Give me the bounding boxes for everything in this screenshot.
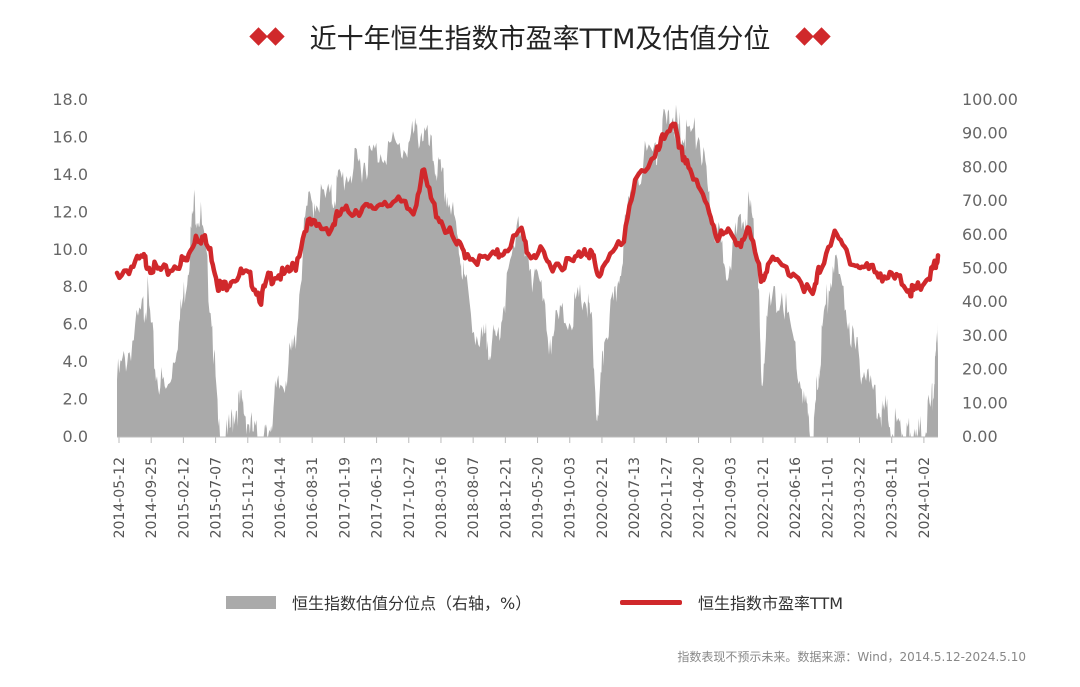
left-axis-tick-label: 12.0 (52, 202, 88, 221)
x-axis-tick-label: 2021-09-03 (724, 457, 740, 538)
right-axis-tick-label: 10.00 (962, 393, 1008, 412)
x-axis-tick-label: 2024-01-02 (917, 457, 933, 538)
legend-area-swatch (226, 595, 276, 609)
right-axis-tick-label: 20.00 (962, 360, 1008, 379)
legend-item-pe: 恒生指数市盈率TTM (620, 590, 843, 614)
x-axis-tick-label: 2022-11-01 (820, 457, 836, 538)
right-y-axis: 0.00 10.00 20.00 30.00 40.00 50.00 60.00 70.00 8… (962, 90, 1018, 446)
right-axis-tick-label: 100.00 (962, 90, 1018, 109)
source-footnote: 指数表现不预示未来。数据来源：Wind，2014.5.12-2024.5.10 (677, 650, 1026, 664)
x-axis-tick-label: 2019-10-03 (563, 457, 579, 538)
x-axis-tick-label: 2021-04-20 (692, 457, 708, 538)
right-axis-tick-label: 50.00 (962, 259, 1008, 278)
left-axis-tick-label: 16.0 (52, 127, 88, 146)
left-axis-tick-label: 6.0 (63, 315, 88, 334)
x-axis-tick-label: 2020-11-27 (659, 457, 675, 538)
percentile-area (117, 104, 938, 437)
left-axis-tick-label: 14.0 (52, 165, 88, 184)
x-axis-tick-label: 2023-03-22 (853, 457, 869, 538)
legend-line-swatch (620, 599, 682, 605)
pe-line-layer (114, 121, 941, 307)
x-axis-tick-label: 2023-08-11 (885, 457, 901, 538)
x-axis-tick-label: 2017-06-13 (370, 457, 386, 538)
x-axis: 2014-05-12 2014-09-25 2015-02-12 2015-07-07… (112, 436, 938, 538)
chart-title: 近十年恒生指数市盈率TTM及估值分位 (309, 23, 771, 55)
x-axis-tick-label: 2015-11-23 (241, 457, 257, 538)
x-axis-tick-label: 2016-04-14 (273, 457, 289, 538)
percentile-area-layer (117, 104, 938, 437)
legend-label-percentile: 恒生指数估值分位点（右轴，%） (292, 594, 532, 613)
x-axis-tick-label: 2017-01-19 (337, 457, 353, 538)
left-axis-tick-label: 0.0 (63, 427, 88, 446)
x-axis-tick-label: 2019-05-20 (531, 457, 547, 538)
left-axis-tick-label: 4.0 (63, 352, 88, 371)
left-axis-tick-label: 8.0 (63, 277, 88, 296)
x-axis-tick-label: 2016-08-31 (305, 457, 321, 538)
legend: 恒生指数估值分位点（右轴，%） 恒生指数市盈率TTM (0, 590, 1080, 620)
left-y-axis: 0.0 2.0 4.0 6.0 8.0 10.0 12.0 14.0 16.0 18.0 (52, 90, 88, 446)
right-axis-tick-label: 0.00 (962, 427, 998, 446)
right-axis-tick-label: 80.00 (962, 157, 1008, 176)
left-axis-tick-label: 10.0 (52, 240, 88, 259)
pe-valuation-chart: 0.0 2.0 4.0 6.0 8.0 10.0 12.0 14.0 16.0 18.0 0.00… (52, 90, 1018, 538)
left-axis-tick-label: 18.0 (52, 90, 88, 109)
x-axis-tick-label: 2018-08-07 (466, 457, 482, 538)
x-axis-tick-label: 2015-07-07 (209, 457, 225, 538)
left-axis-tick-label: 2.0 (63, 390, 88, 409)
right-axis-tick-label: 70.00 (962, 191, 1008, 210)
x-axis-tick-label: 2018-12-21 (498, 457, 514, 538)
legend-label-pe: 恒生指数市盈率TTM (698, 594, 844, 613)
x-axis-tick-label: 2015-02-12 (176, 457, 192, 538)
x-axis-tick-label: 2018-03-16 (434, 457, 450, 538)
x-axis-tick-label: 2022-06-16 (788, 457, 804, 538)
x-axis-tick-label: 2014-09-25 (144, 457, 160, 538)
right-axis-tick-label: 30.00 (962, 326, 1008, 345)
x-axis-tick-label: 2022-01-21 (756, 457, 772, 538)
chart-title-bar: 近十年恒生指数市盈率TTM及估值分位 (0, 14, 1080, 58)
right-axis-tick-label: 60.00 (962, 225, 1008, 244)
x-axis-tick-label: 2017-10-27 (402, 457, 418, 538)
right-axis-tick-label: 40.00 (962, 292, 1008, 311)
legend-item-percentile: 恒生指数估值分位点（右轴，%） (226, 590, 531, 614)
pe-ttm-line (114, 121, 941, 307)
x-axis-tick-label: 2020-07-13 (627, 457, 643, 538)
x-axis-tick-label: 2014-05-12 (112, 457, 128, 538)
right-axis-tick-label: 90.00 (962, 124, 1008, 143)
x-axis-tick-label: 2020-02-21 (595, 457, 611, 538)
